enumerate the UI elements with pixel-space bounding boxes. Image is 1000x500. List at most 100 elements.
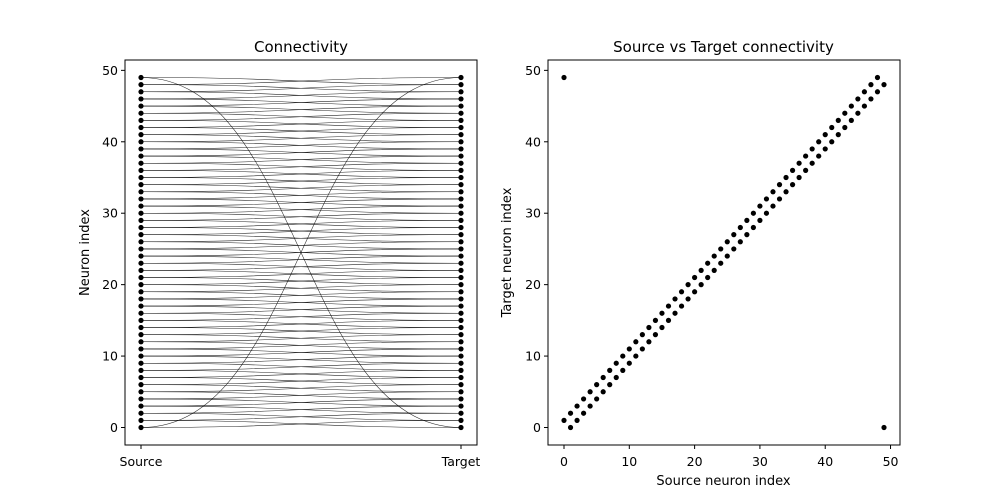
- scatter-point: [594, 396, 600, 402]
- y-tick-label: 10: [525, 349, 541, 364]
- scatter-x-axis-label: Source neuron index: [656, 474, 791, 489]
- scatter-point: [829, 139, 835, 145]
- connection-line: [140, 112, 462, 121]
- scatter-point: [776, 182, 783, 188]
- source-neuron-marker: [138, 367, 144, 373]
- connection-line: [140, 291, 462, 300]
- target-neuron-marker: [458, 360, 464, 366]
- target-neuron-marker: [458, 74, 464, 81]
- connection-line: [140, 377, 462, 385]
- target-neuron-marker: [458, 339, 464, 345]
- target-neuron-marker: [458, 153, 464, 159]
- scatter-point: [672, 296, 678, 302]
- scatter-point: [744, 232, 750, 238]
- connection-line: [140, 170, 462, 178]
- x-tick-label: 20: [687, 454, 703, 469]
- connection-line: [140, 341, 462, 350]
- target-neuron-marker: [458, 103, 464, 109]
- scatter-point: [698, 267, 704, 273]
- scatter-point: [803, 153, 809, 159]
- scatter-y-axis-label: Target neuron index: [500, 187, 515, 318]
- scatter-point: [692, 274, 698, 281]
- scatter-point: [848, 117, 854, 123]
- connection-line: [140, 412, 462, 421]
- connectivity-y-ticks: 0 10 20 30 40 50: [102, 63, 125, 435]
- scatter-x-ticks: 0 10 20 30 40 50: [560, 445, 899, 469]
- scatter-point: [816, 139, 822, 145]
- scatter-point: [861, 89, 868, 95]
- connection-line: [140, 405, 462, 414]
- scatter-point: [665, 317, 672, 323]
- scatter-point: [848, 103, 854, 109]
- target-neuron-marker: [458, 110, 464, 116]
- scatter-point: [711, 253, 717, 259]
- scatter-point: [737, 224, 743, 231]
- target-neuron-marker: [458, 239, 464, 245]
- connection-line: [140, 270, 462, 278]
- scatter-point: [724, 239, 730, 245]
- x-tick-label: 30: [752, 454, 768, 469]
- target-neuron-marker: [458, 353, 464, 359]
- source-neuron-marker: [138, 210, 144, 216]
- connection-line: [140, 134, 462, 143]
- scatter-point: [574, 403, 580, 409]
- x-tick-label: 10: [621, 454, 637, 469]
- target-neuron-marker: [458, 260, 464, 266]
- scatter-point: [692, 289, 698, 295]
- scatter-point: [855, 110, 861, 116]
- scatter-point: [881, 82, 887, 88]
- x-tick-label: 0: [560, 454, 568, 469]
- scatter-point: [744, 217, 750, 223]
- scatter-point: [678, 303, 685, 309]
- target-neuron-marker: [458, 346, 464, 352]
- scatter-point: [685, 296, 691, 302]
- connection-line: [140, 91, 462, 100]
- source-neuron-marker: [138, 267, 144, 273]
- scatter-point: [776, 196, 783, 202]
- target-neuron-marker: [458, 410, 464, 416]
- target-neuron-marker: [458, 367, 464, 373]
- scatter-point: [705, 260, 711, 266]
- scatter-point: [659, 324, 665, 331]
- source-neuron-marker: [138, 274, 144, 281]
- scatter-point: [685, 282, 691, 288]
- target-neuron-marker: [458, 310, 464, 316]
- source-neuron-marker: [138, 417, 144, 423]
- connection-line: [140, 255, 462, 264]
- connection-line: [140, 127, 462, 135]
- scatter-point: [763, 196, 770, 202]
- connectivity-axes-frame: [124, 59, 478, 446]
- connection-line: [140, 420, 462, 428]
- scatter-point: [783, 189, 789, 195]
- scatter-point: [757, 203, 763, 209]
- scatter-point: [639, 346, 645, 352]
- scatter-point: [809, 160, 815, 166]
- source-neuron-marker: [138, 189, 144, 195]
- connection-line: [140, 248, 462, 257]
- connectivity-title: Connectivity: [254, 38, 348, 56]
- x-tick-label: Target: [441, 454, 481, 469]
- connection-line: [140, 205, 462, 214]
- connection-line: [140, 212, 462, 221]
- source-neuron-marker: [138, 139, 144, 145]
- source-neuron-marker: [138, 353, 144, 359]
- target-neuron-marker: [458, 396, 464, 402]
- target-neuron-marker: [458, 124, 464, 131]
- scatter-title: Source vs Target connectivity: [613, 38, 834, 56]
- source-neuron-marker: [138, 96, 144, 102]
- target-neuron-marker: [458, 89, 464, 95]
- connection-line: [140, 234, 462, 243]
- source-neuron-marker: [138, 239, 144, 245]
- source-neuron-marker: [138, 89, 144, 95]
- source-neuron-marker: [138, 403, 144, 409]
- source-neuron-marker: [138, 182, 144, 188]
- scatter-point: [705, 274, 711, 281]
- y-tick-label: 40: [525, 134, 541, 149]
- y-tick-label: 0: [110, 420, 118, 435]
- target-neuron-marker: [458, 160, 464, 166]
- source-neuron-marker: [138, 289, 144, 295]
- source-neuron-marker: [138, 396, 144, 402]
- source-neuron-marker: [138, 246, 144, 252]
- scatter-point: [678, 289, 685, 295]
- target-neuron-marker: [458, 296, 464, 302]
